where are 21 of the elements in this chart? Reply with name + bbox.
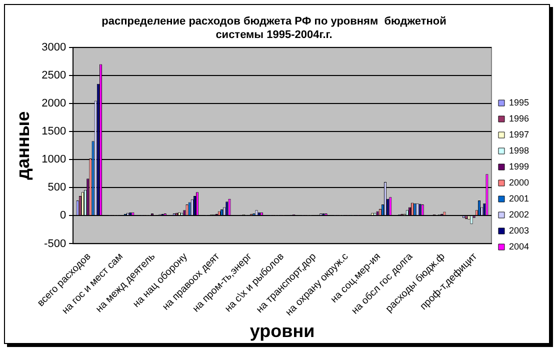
legend-label: 1995: [508, 97, 530, 108]
y-tick-label: 3000: [42, 41, 66, 54]
y-axis-title: данные: [12, 111, 33, 180]
y-tick-label: 2500: [42, 69, 66, 82]
legend-label: 2004: [508, 241, 530, 252]
x-axis-title: уровни: [250, 321, 315, 342]
y-tick-label: -500: [44, 238, 66, 250]
legend-label: 2002: [508, 209, 530, 220]
y-tick-label: 1500: [42, 126, 66, 138]
chart-title: распределение расходов бюджета РФ по уровням бюджетной системы 1995-2004г.г.: [102, 16, 446, 41]
y-tick-label: 2000: [42, 98, 66, 110]
legend-label: 1996: [508, 113, 530, 124]
y-tick-label: 0: [60, 210, 66, 222]
y-tick-label: 1000: [42, 154, 66, 166]
y-tick-label: 500: [48, 182, 66, 194]
legend-label: 1999: [508, 161, 530, 172]
legend-label: 1997: [508, 129, 530, 140]
legend-label: 2003: [508, 225, 530, 236]
legend-label: 2001: [508, 193, 530, 204]
legend-label: 1998: [508, 145, 530, 156]
legend-label: 2000: [508, 177, 530, 188]
